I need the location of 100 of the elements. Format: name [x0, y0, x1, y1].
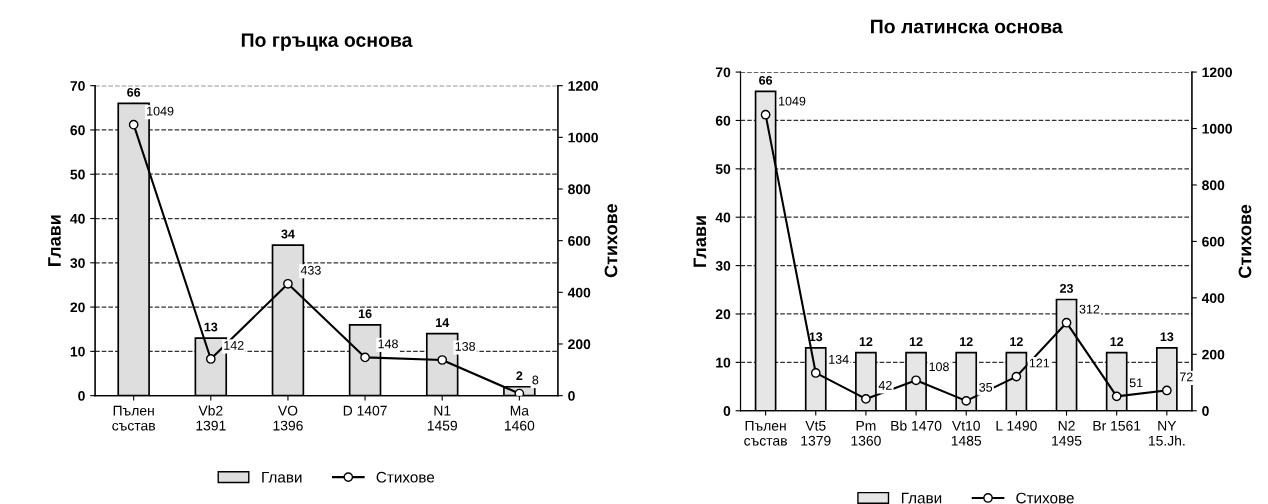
- y-tick-label: 40: [70, 213, 85, 224]
- y2-tick-label: 600: [1202, 236, 1225, 247]
- point: [911, 375, 921, 386]
- data-label: 16: [358, 309, 372, 319]
- x-tick-label: VO 1396: [273, 405, 303, 431]
- data-label: 12: [909, 337, 923, 346]
- data-label: 138: [455, 342, 476, 351]
- data-label: 42: [878, 380, 892, 390]
- y2-tick-label: 1200: [568, 81, 598, 91]
- y-tick-label: 60: [715, 115, 731, 126]
- data-label: 34: [281, 229, 295, 239]
- data-label: 1049: [147, 106, 174, 116]
- x-tick-label: NY 15.Jh.: [1148, 420, 1185, 446]
- point: [360, 352, 370, 363]
- data-label: 121: [1029, 358, 1050, 368]
- y-tick-label: 60: [70, 125, 85, 136]
- point: [514, 388, 525, 396]
- y2-tick-label: 200: [568, 339, 591, 350]
- data-label: 13: [1160, 332, 1174, 342]
- chart-title: По гръцка основа: [241, 33, 413, 51]
- point: [961, 396, 972, 406]
- x-tick-label: D 1407: [343, 405, 387, 416]
- y2-tick-label: 0: [568, 390, 575, 401]
- x-tick-label: Vt5 1379: [801, 420, 831, 446]
- data-label: 13: [809, 332, 823, 342]
- y-tick-label: 50: [70, 169, 85, 180]
- y2-tick-label: 800: [568, 184, 591, 195]
- data-label: 51: [1129, 378, 1143, 388]
- data-label: 8: [532, 375, 539, 385]
- data-label: 2: [516, 371, 523, 381]
- x-tick-label: L 1490: [996, 420, 1037, 431]
- point: [283, 278, 293, 289]
- data-label: 13: [204, 322, 218, 332]
- x-tick-label: Пълен състав: [112, 405, 155, 431]
- legend-label: Стихове: [376, 471, 435, 483]
- y2-tick-label: 400: [1201, 293, 1225, 304]
- y-tick-label: 30: [715, 260, 731, 271]
- x-tick-label: Pm 1360: [851, 420, 881, 446]
- data-label: 148: [378, 339, 398, 349]
- point: [810, 368, 821, 378]
- x-tick-label: N2 1495: [1052, 420, 1082, 446]
- y2-tick-label: 200: [1202, 349, 1225, 360]
- y-tick-label: 70: [70, 81, 85, 91]
- data-label: 66: [127, 87, 141, 97]
- y-tick-label: 20: [70, 302, 85, 313]
- data-label: 23: [1060, 283, 1074, 293]
- y-tick-label: 50: [715, 164, 731, 175]
- y2-tick-label: 1000: [568, 132, 598, 143]
- y2-tick-label: 0: [1202, 406, 1209, 416]
- data-label: 142: [224, 340, 244, 350]
- point: [1061, 317, 1072, 328]
- point: [205, 354, 216, 364]
- x-tick-label: Bb 1470: [891, 420, 942, 431]
- x-tick-label: Br 1561: [1093, 420, 1141, 431]
- x-tick-label: Vt10 1485: [951, 420, 982, 446]
- x-tick-label: N1 1459: [427, 405, 458, 431]
- data-label: 134: [829, 354, 849, 364]
- data-label: 433: [300, 265, 321, 275]
- point: [861, 394, 871, 404]
- data-label: 108: [929, 362, 949, 372]
- y2-tick-label: 400: [567, 287, 591, 298]
- y-axis-title: Глави: [48, 215, 61, 266]
- y2-tick-label: 1200: [1202, 67, 1232, 78]
- y-tick-label: 0: [78, 390, 85, 401]
- x-tick-label: Ma 1460: [504, 405, 535, 431]
- y2-tick-label: 600: [568, 235, 591, 246]
- legend-label: Глави: [901, 492, 942, 504]
- data-label: 66: [759, 75, 773, 85]
- y2-tick-label: 800: [1202, 180, 1225, 191]
- x-tick-label: Пълен състав: [744, 420, 787, 446]
- data-label: 14: [436, 318, 450, 327]
- legend-label: Стихове: [1016, 492, 1074, 504]
- data-label: 12: [859, 337, 873, 346]
- data-label: 12: [1010, 337, 1023, 346]
- y-tick-label: 0: [723, 406, 731, 416]
- y2-tick-label: 1000: [1202, 123, 1232, 134]
- y-tick-label: 10: [716, 357, 731, 368]
- legend-label: Глави: [262, 471, 302, 483]
- chart-title: По латинска основа: [871, 19, 1063, 34]
- y2-axis-title: Стихове: [1238, 204, 1252, 278]
- data-label: 72: [1179, 372, 1193, 382]
- y-tick-label: 30: [70, 258, 85, 268]
- x-tick-label: Vb2 1391: [196, 405, 226, 431]
- data-label: 12: [960, 337, 973, 346]
- point: [1011, 371, 1022, 382]
- y-tick-label: 40: [715, 212, 731, 223]
- point: [1161, 385, 1172, 396]
- point: [437, 355, 448, 365]
- point: [760, 109, 771, 120]
- y-tick-label: 70: [715, 67, 731, 78]
- y-axis-title: Глави: [693, 216, 707, 267]
- point: [1111, 391, 1122, 402]
- y-tick-label: 10: [70, 346, 85, 357]
- data-label: 12: [1110, 337, 1124, 346]
- point: [128, 119, 139, 130]
- data-label: 1049: [779, 96, 806, 106]
- y-tick-label: 20: [715, 309, 731, 320]
- data-label: 35: [979, 382, 993, 392]
- data-label: 312: [1079, 304, 1100, 314]
- y2-axis-title: Стихове: [604, 204, 618, 278]
